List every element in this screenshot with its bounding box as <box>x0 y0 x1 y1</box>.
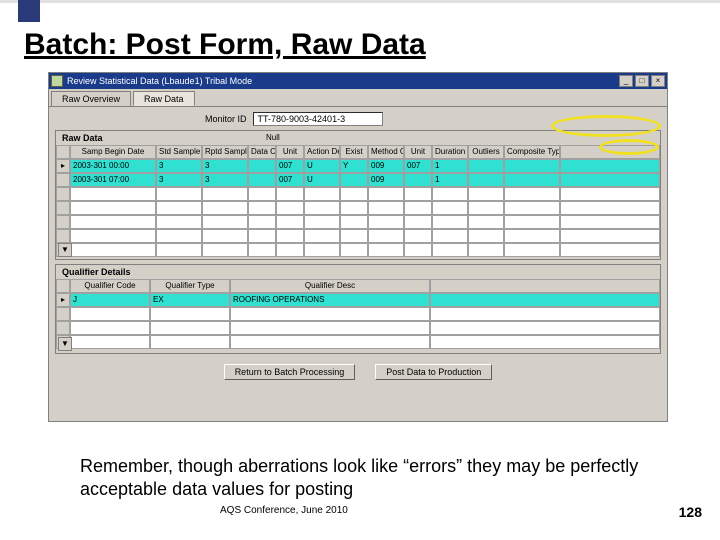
qual-scroll-down[interactable]: ▼ <box>58 337 72 351</box>
monitor-label: Monitor ID <box>205 114 247 124</box>
post-button[interactable]: Post Data to Production <box>375 364 492 380</box>
slide-caption: Remember, though aberrations look like “… <box>80 455 660 500</box>
qualifier-grid: Qualifier CodeQualifier TypeQualifier De… <box>56 279 660 349</box>
window-title: Review Statistical Data (Lbaude1) Tribal… <box>67 76 617 86</box>
table-row[interactable] <box>56 201 660 215</box>
table-row[interactable] <box>56 187 660 201</box>
slide-title: Batch: Post Form, Raw Data <box>24 28 426 62</box>
raw-scroll-down[interactable]: ▼ <box>58 243 72 257</box>
raw-panel-title: Raw Data <box>56 131 660 145</box>
conference-footer: AQS Conference, June 2010 <box>220 505 348 516</box>
maximize-button[interactable]: □ <box>635 75 649 87</box>
qualifier-title: Qualifier Details <box>56 265 660 279</box>
app-window: Review Statistical Data (Lbaude1) Tribal… <box>48 72 668 422</box>
qualifier-header-row: Qualifier CodeQualifier TypeQualifier De… <box>56 279 660 293</box>
table-row[interactable] <box>56 321 660 335</box>
row-selector[interactable]: ▸ <box>56 159 70 173</box>
minimize-button[interactable]: _ <box>619 75 633 87</box>
button-row: Return to Batch Processing Post Data to … <box>55 358 661 386</box>
top-border <box>0 0 720 22</box>
table-row[interactable] <box>56 229 660 243</box>
tab-raw-data[interactable]: Raw Data <box>133 91 195 106</box>
close-button[interactable]: × <box>651 75 665 87</box>
row-selector[interactable]: ▸ <box>56 293 70 307</box>
table-row[interactable] <box>56 215 660 229</box>
app-icon <box>51 75 63 87</box>
table-row[interactable] <box>56 335 660 349</box>
table-row[interactable]: ▸JEXROOFING OPERATIONS <box>56 293 660 307</box>
tab-bar: Raw Overview Raw Data <box>49 89 667 107</box>
monitor-row: Monitor ID TT-780-9003-42401-3 <box>55 110 661 130</box>
raw-data-grid: Samp Begin DateStd Sample ValueRptd Samp… <box>56 145 660 257</box>
table-row[interactable] <box>56 307 660 321</box>
qualifier-panel: Qualifier Details Qualifier CodeQualifie… <box>55 264 661 354</box>
titlebar: Review Statistical Data (Lbaude1) Tribal… <box>49 73 667 89</box>
slide-number: 128 <box>679 504 702 520</box>
null-super-header: Null <box>266 133 280 142</box>
raw-header-row: Samp Begin DateStd Sample ValueRptd Samp… <box>56 145 660 159</box>
table-row[interactable]: 2003-301 07:0033007U0091 <box>56 173 660 187</box>
raw-data-panel: Raw Data Null Samp Begin DateStd Sample … <box>55 130 661 260</box>
table-row[interactable] <box>56 243 660 257</box>
return-button[interactable]: Return to Batch Processing <box>224 364 356 380</box>
table-row[interactable]: ▸2003-301 00:0033007UY0090071 <box>56 159 660 173</box>
content-area: Monitor ID TT-780-9003-42401-3 Raw Data … <box>49 107 667 389</box>
accent-square <box>18 0 40 22</box>
tab-raw-overview[interactable]: Raw Overview <box>51 91 131 106</box>
monitor-id-input[interactable]: TT-780-9003-42401-3 <box>253 112 383 126</box>
row-selector[interactable] <box>56 173 70 187</box>
